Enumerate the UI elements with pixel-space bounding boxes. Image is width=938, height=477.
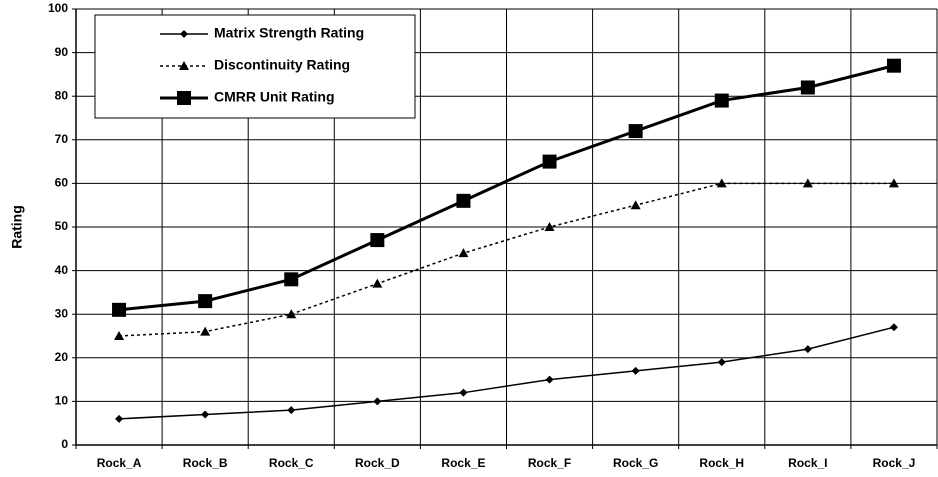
x-tick-label: Rock_I [788,456,827,470]
series-line [119,326,895,420]
legend: Matrix Strength Rating Discontinuity Rati… [94,14,416,119]
point [456,193,471,208]
x-tick-label: Rock_A [97,456,142,470]
y-tick-label: 80 [55,88,69,102]
point [800,80,815,95]
legend-marker [177,91,191,105]
y-tick-label: 20 [55,350,69,364]
y-tick-label: 50 [55,219,69,233]
point [545,375,554,384]
point [286,309,297,319]
legend-label: CMRR Unit Rating [214,89,335,105]
point [458,248,469,258]
point [631,366,640,375]
point [370,233,385,248]
series-line [118,64,895,312]
legend-label: Matrix Strength Rating [214,25,364,41]
y-tick-label: 10 [55,394,69,408]
point [544,222,555,231]
legend-box [94,14,416,119]
point [803,345,812,354]
x-tick-label: Rock_J [873,456,916,470]
point [630,200,641,210]
point [889,323,898,332]
point [200,326,211,336]
legend-label: Discontinuity Rating [214,57,350,73]
y-tick-label: 100 [48,1,68,15]
point [198,294,213,309]
point [542,154,557,169]
point [714,93,729,108]
legend-marker [180,30,188,38]
point [287,406,296,415]
x-tick-label: Rock_C [269,456,314,470]
point [115,414,124,423]
point [886,58,901,73]
x-tick-label: Rock_F [528,456,571,470]
point [802,178,813,188]
point [716,178,727,188]
x-tick-label: Rock_H [699,456,744,470]
x-tick-label: Rock_B [183,456,228,470]
point [628,124,643,139]
point [459,388,468,397]
y-tick-label: 0 [61,437,68,451]
x-tick-label: Rock_E [441,456,485,470]
series-line [119,182,894,337]
x-tick-label: Rock_D [355,456,400,470]
point [112,302,127,317]
y-tick-label: 90 [55,45,69,59]
y-tick-label: 40 [55,263,69,277]
point [373,397,382,406]
point [284,272,299,287]
y-tick-label: 70 [55,132,69,146]
point [372,278,383,288]
y-tick-label: 60 [55,176,69,190]
y-tick-label: 30 [55,306,69,320]
point [888,178,899,188]
point [717,358,726,367]
point [114,331,125,340]
y-axis-label: Rating [9,205,25,249]
x-tick-label: Rock_G [613,456,658,470]
legend-marker [179,61,189,70]
point [201,410,210,419]
